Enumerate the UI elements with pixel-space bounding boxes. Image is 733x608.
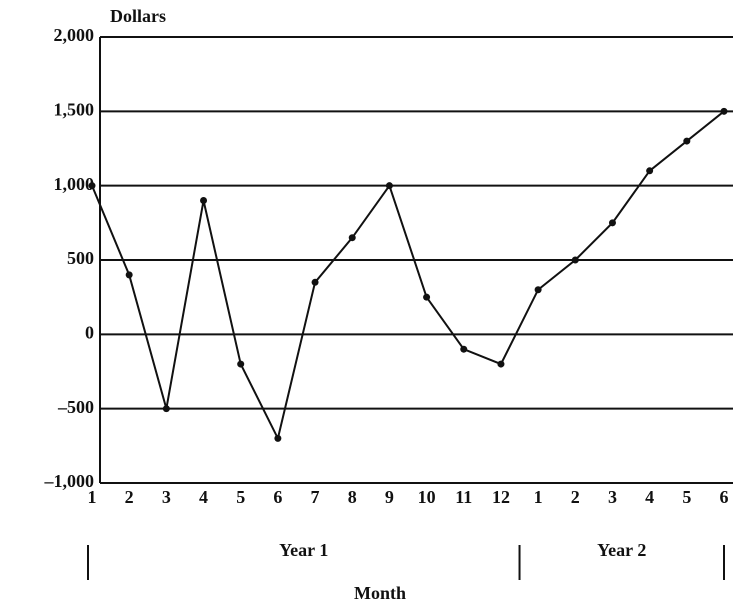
data-line — [91, 110, 725, 442]
y-axis-label: Dollars — [110, 6, 166, 26]
x-tick-label: 8 — [348, 487, 357, 507]
x-tick-label: 12 — [492, 487, 510, 507]
y-tick-label: 1,000 — [54, 174, 95, 194]
y-tick-label: 500 — [67, 248, 94, 268]
data-point — [385, 182, 393, 190]
data-point — [348, 234, 356, 242]
x-tick-label: 11 — [455, 487, 472, 507]
x-tick-label: 2 — [125, 487, 134, 507]
data-point — [162, 405, 170, 413]
x-tick-label: 7 — [311, 487, 320, 507]
x-tick-label: 3 — [162, 487, 171, 507]
data-point — [497, 360, 505, 368]
x-tick-label: 6 — [273, 487, 282, 507]
y-tick-label: 1,500 — [54, 99, 95, 119]
data-point — [237, 360, 245, 368]
x-tick-label: 2 — [571, 487, 580, 507]
y-tick-label: –1,000 — [44, 471, 95, 491]
data-point — [423, 293, 431, 301]
group-label: Year 2 — [597, 540, 646, 560]
data-point — [683, 137, 691, 145]
data-point — [88, 182, 96, 190]
data-point — [311, 278, 319, 286]
data-point — [720, 107, 728, 115]
data-point — [125, 271, 133, 279]
x-tick-label: 4 — [645, 487, 654, 507]
x-tick-label: 9 — [385, 487, 394, 507]
y-tick-label: 2,000 — [54, 25, 95, 45]
x-tick-label: 1 — [88, 487, 97, 507]
x-tick-label: 4 — [199, 487, 208, 507]
data-point — [460, 345, 468, 353]
data-point — [646, 167, 654, 175]
x-tick-label: 1 — [534, 487, 543, 507]
data-point — [534, 286, 542, 294]
x-axis-label: Month — [354, 583, 406, 603]
group-label: Year 1 — [279, 540, 328, 560]
x-tick-label: 5 — [682, 487, 691, 507]
x-tick-label: 6 — [720, 487, 729, 507]
y-tick-label: –500 — [57, 397, 94, 417]
y-tick-label: 0 — [85, 322, 94, 342]
data-point — [200, 197, 208, 205]
data-point — [608, 219, 616, 227]
data-point — [571, 256, 579, 264]
x-tick-label: 10 — [418, 487, 436, 507]
data-point — [274, 434, 282, 442]
x-tick-label: 3 — [608, 487, 617, 507]
x-tick-label: 5 — [236, 487, 245, 507]
